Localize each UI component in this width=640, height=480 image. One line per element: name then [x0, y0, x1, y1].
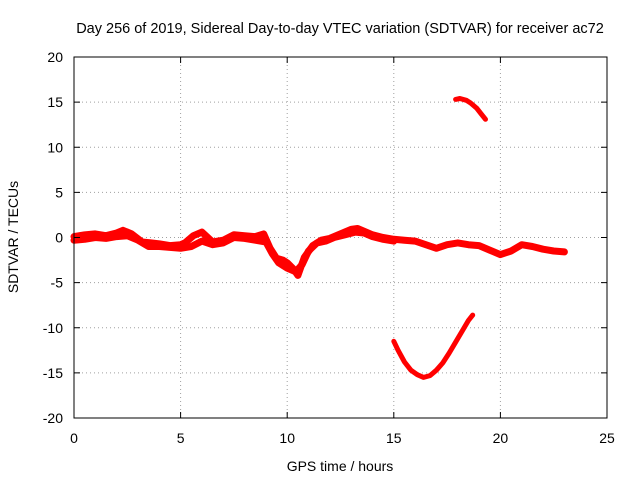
y-tick-label: 20	[47, 49, 63, 65]
y-tick-label: 0	[55, 230, 63, 246]
y-axis-label: SDTVAR / TECUs	[5, 181, 21, 293]
y-tick-label: 15	[47, 94, 63, 110]
series-main-band-lower	[70, 228, 398, 276]
x-tick-label: 20	[493, 430, 509, 446]
x-tick-label: 25	[599, 430, 615, 446]
x-tick-label: 10	[279, 430, 295, 446]
series-arc-upper	[453, 96, 488, 122]
series-arc-lower	[391, 312, 476, 380]
x-axis-label: GPS time / hours	[287, 458, 394, 474]
grid	[74, 57, 607, 418]
x-tick-label: 0	[70, 430, 78, 446]
chart-title: Day 256 of 2019, Sidereal Day-to-day VTE…	[76, 21, 604, 37]
y-tick-label: 5	[55, 184, 63, 200]
y-tick-label: 10	[47, 139, 63, 155]
series-main-band	[70, 225, 568, 279]
x-tick-label: 5	[177, 430, 185, 446]
y-tick-label: -20	[43, 410, 63, 426]
y-tick-label: -5	[51, 275, 64, 291]
series-group	[70, 96, 568, 380]
x-tick-label: 15	[386, 430, 402, 446]
y-tick-label: -10	[43, 320, 63, 336]
y-tick-label: -15	[43, 365, 63, 381]
ticks: 0 5 10 15 20 25 -20 -15 -10 -5 0 5 10 15 20	[43, 49, 615, 446]
